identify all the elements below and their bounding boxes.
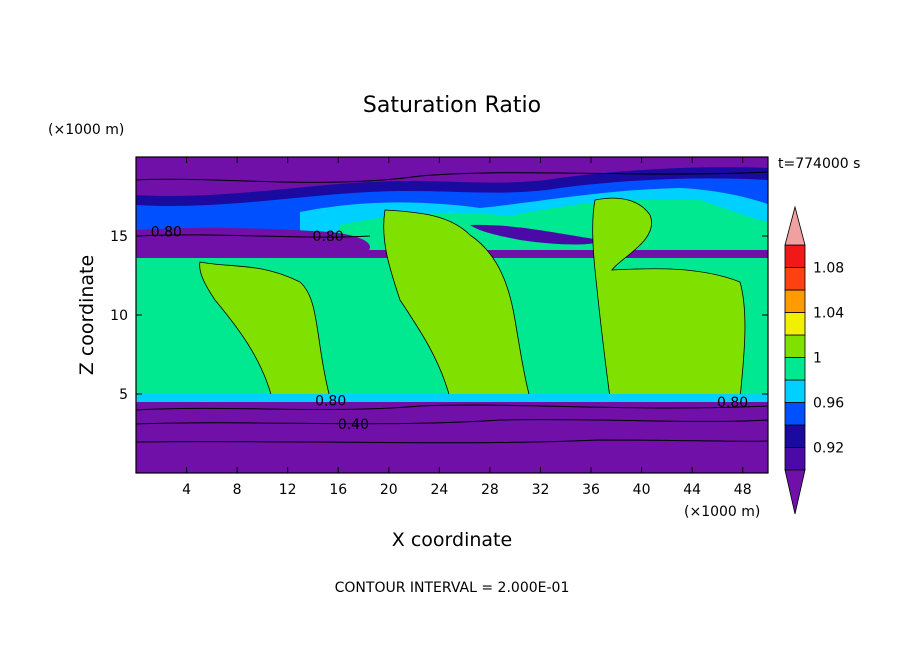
colorbar-segment — [784, 357, 806, 381]
chart-title: Saturation Ratio — [363, 93, 541, 118]
contour-label: 0.80 — [315, 393, 346, 409]
plot-area: 0.80 0.800.800.400.80 4 8 12 16 20 24 28 32 36 40 4… — [110, 156, 769, 498]
lower-dry-layer — [136, 402, 768, 473]
contour-line — [136, 234, 371, 238]
x-tick-label: 12 — [279, 482, 297, 498]
lower-moist-band — [136, 394, 768, 402]
y-axis-label: Z coordinate — [76, 255, 98, 375]
colorbar-segment — [784, 312, 806, 336]
cloud-plume-3 — [592, 197, 746, 399]
dark-stripe — [470, 224, 600, 245]
x-tick-label: 40 — [633, 482, 651, 498]
contour-line — [136, 171, 768, 183]
cloud-plume-1 — [199, 261, 331, 399]
x-axis-unit: (×1000 m) — [684, 504, 760, 520]
colorbar-tick-label: 1.04 — [813, 306, 844, 322]
y-axis-ticks: 5 10 15 — [110, 229, 768, 403]
contour-line — [136, 419, 768, 425]
contour-label: 0.80 — [717, 395, 748, 411]
contour-line — [136, 404, 768, 411]
contour-labels: 0.80 0.80 0.80 0.40 0.80 — [151, 224, 748, 433]
x-tick-label: 48 — [734, 482, 752, 498]
x-axis-ticks: 4 8 12 16 20 24 28 32 36 40 44 48 — [182, 157, 752, 498]
colorbar-tick-label: 0.92 — [813, 441, 844, 457]
y-tick-label: 5 — [119, 387, 128, 403]
colorbar-over-triangle — [784, 205, 806, 246]
colorbar-segment — [784, 379, 806, 403]
x-axis-label: X coordinate — [392, 529, 512, 551]
x-tick-label: 36 — [582, 482, 600, 498]
contour-label: 0.40 — [338, 417, 369, 433]
contour-field — [136, 157, 768, 473]
colorbar-segment — [784, 267, 806, 291]
time-label: t=774000 s — [778, 156, 860, 172]
colorbar-segment — [784, 402, 806, 426]
colorbar-tick-label: 1.08 — [813, 261, 844, 277]
x-tick-label: 8 — [233, 482, 242, 498]
y-tick-label: 10 — [110, 308, 128, 324]
x-tick-label: 32 — [532, 482, 550, 498]
cloud-plume-2 — [383, 209, 531, 399]
contour-label: 0.80 — [151, 224, 182, 240]
x-tick-label: 4 — [182, 482, 191, 498]
colorbar-segment — [784, 289, 806, 313]
x-tick-label: 16 — [329, 482, 347, 498]
x-tick-label: 28 — [481, 482, 499, 498]
colorbar-segment — [784, 244, 806, 268]
contour-label: 0.80 — [313, 229, 344, 245]
y-tick-label: 15 — [110, 229, 128, 245]
x-tick-label: 24 — [430, 482, 448, 498]
x-tick-label: 44 — [683, 482, 701, 498]
colorbar-segment — [784, 424, 806, 448]
colorbar-tick-label: 1 — [813, 351, 822, 367]
colorbar: 0.92 0.96 1 1.04 1.08 — [784, 205, 844, 515]
colorbar-segment — [784, 334, 806, 358]
colorbar-tick-label: 0.96 — [813, 396, 844, 412]
y-axis-unit: (×1000 m) — [48, 122, 124, 138]
contour-interval-note: CONTOUR INTERVAL = 2.000E-01 — [335, 580, 570, 596]
contour-line — [136, 439, 768, 444]
colorbar-under-triangle — [784, 469, 806, 515]
x-tick-label: 20 — [380, 482, 398, 498]
colorbar-segment — [784, 447, 806, 471]
